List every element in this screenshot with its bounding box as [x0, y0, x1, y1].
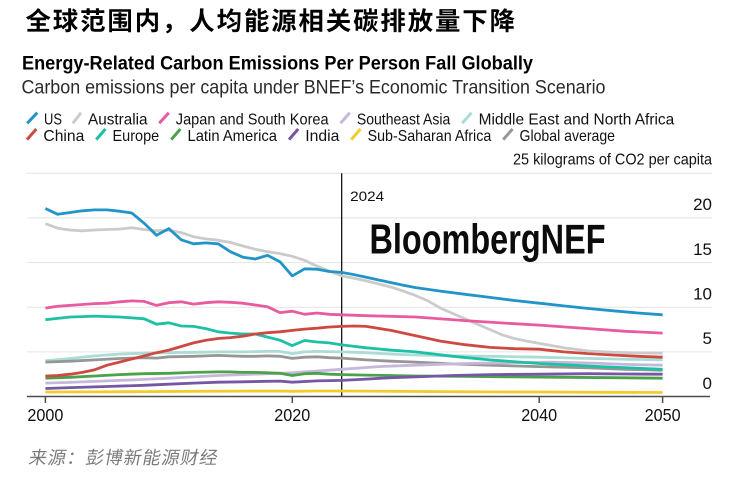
svg-text:Carbon emissions per capita un: Carbon emissions per capita under BNEF’s… — [22, 76, 606, 98]
svg-text:25 kilograms of CO2 per capita: 25 kilograms of CO2 per capita — [513, 152, 712, 169]
svg-text:Global average: Global average — [520, 128, 616, 145]
svg-text:5: 5 — [703, 329, 712, 348]
svg-text:2020: 2020 — [274, 405, 310, 425]
svg-text:Europe: Europe — [113, 128, 160, 145]
svg-text:2050: 2050 — [645, 405, 681, 425]
svg-text:Middle East and North Africa: Middle East and North Africa — [479, 112, 675, 129]
svg-text:20: 20 — [693, 195, 712, 214]
svg-text:BloombergNEF: BloombergNEF — [370, 216, 606, 263]
svg-text:Sub-Saharan Africa: Sub-Saharan Africa — [368, 128, 492, 145]
svg-text:0: 0 — [703, 374, 712, 393]
svg-text:Japan and South Korea: Japan and South Korea — [176, 112, 329, 129]
svg-text:Australia: Australia — [88, 112, 148, 129]
svg-text:Southeast Asia: Southeast Asia — [357, 112, 451, 129]
svg-text:China: China — [43, 128, 84, 145]
svg-text:US: US — [44, 112, 62, 129]
svg-text:2024: 2024 — [350, 189, 385, 204]
svg-text:2000: 2000 — [27, 405, 63, 425]
svg-text:India: India — [305, 128, 339, 145]
svg-text:10: 10 — [693, 285, 712, 304]
svg-text:15: 15 — [693, 240, 712, 259]
svg-text:2040: 2040 — [521, 405, 557, 425]
svg-text:Latin America: Latin America — [188, 128, 278, 145]
svg-text:Energy-Related Carbon Emission: Energy-Related Carbon Emissions Per Pers… — [22, 54, 533, 75]
